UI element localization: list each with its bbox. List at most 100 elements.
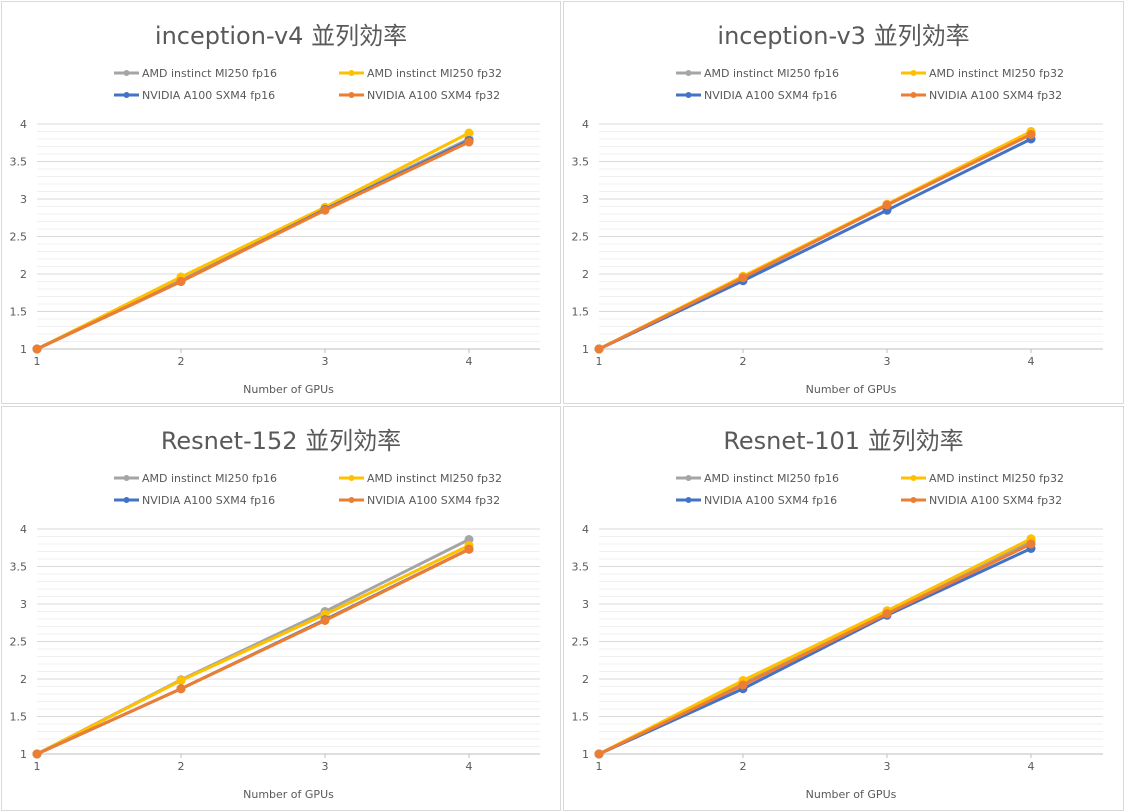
legend-item-nvidia-a100-sxm4-fp32: NVIDIA A100 SXM4 fp32 [901, 494, 1062, 507]
legend-item-amd-instinct-mi250-fp16: AMD instinct MI250 fp16 [114, 67, 277, 80]
legend-label: NVIDIA A100 SXM4 fp16 [142, 89, 275, 102]
y-tick-label: 2 [20, 673, 27, 686]
x-axis-label: Number of GPUs [243, 383, 334, 396]
y-tick-label: 4 [582, 523, 589, 536]
legend-label: NVIDIA A100 SXM4 fp32 [929, 494, 1062, 507]
x-tick-label: 1 [34, 355, 41, 368]
data-point [32, 749, 42, 759]
legend-item-amd-instinct-mi250-fp32: AMD instinct MI250 fp32 [339, 67, 502, 80]
legend-item-nvidia-a100-sxm4-fp32: NVIDIA A100 SXM4 fp32 [339, 89, 500, 102]
chart-title: inception-v3 並列効率 [717, 22, 969, 50]
data-point [464, 544, 474, 554]
y-tick-label: 2.5 [10, 231, 28, 244]
series-nvidia-a100-sxm4-fp32 [594, 130, 1036, 354]
data-point [1026, 130, 1036, 139]
y-tick-label: 2 [582, 673, 589, 686]
legend-label: NVIDIA A100 SXM4 fp16 [142, 494, 275, 507]
legend-swatch-marker [685, 70, 692, 76]
legend-label: NVIDIA A100 SXM4 fp16 [704, 494, 837, 507]
x-axis-label: Number of GPUs [243, 788, 334, 801]
legend-item-nvidia-a100-sxm4-fp32: NVIDIA A100 SXM4 fp32 [339, 494, 500, 507]
chart-title: inception-v4 並列効率 [155, 22, 407, 50]
legend-swatch-marker [123, 497, 130, 503]
y-tick-label: 2 [20, 268, 27, 281]
y-tick-label: 4 [20, 523, 27, 536]
legend-swatch-marker [123, 475, 130, 481]
legend-item-amd-instinct-mi250-fp32: AMD instinct MI250 fp32 [339, 472, 502, 485]
data-point [1026, 539, 1036, 549]
legend-item-amd-instinct-mi250-fp32: AMD instinct MI250 fp32 [901, 67, 1064, 80]
y-tick-label: 3 [20, 598, 27, 611]
data-point [882, 609, 892, 619]
series-nvidia-a100-sxm4-fp32 [32, 137, 474, 354]
legend-label: NVIDIA A100 SXM4 fp32 [367, 494, 500, 507]
x-tick-label: 2 [740, 760, 747, 773]
x-tick-label: 1 [596, 355, 603, 368]
data-point [594, 344, 604, 354]
series-line [36, 131, 470, 351]
chart-panel-resnet-152: Resnet-152 並列効率 AMD instinct MI250 fp16 AM… [1, 406, 561, 811]
y-tick-label: 2 [582, 268, 589, 281]
legend-label: AMD instinct MI250 fp16 [142, 472, 277, 485]
legend-item-nvidia-a100-sxm4-fp16: NVIDIA A100 SXM4 fp16 [676, 89, 837, 102]
x-tick-label: 2 [178, 355, 185, 368]
legend-label: AMD instinct MI250 fp16 [142, 67, 277, 80]
legend-swatch-marker [910, 92, 917, 98]
series-line [36, 544, 470, 756]
x-tick-label: 3 [884, 760, 891, 773]
y-tick-label: 2.5 [572, 231, 590, 244]
y-tick-label: 4 [20, 118, 27, 131]
series-line [598, 547, 1032, 756]
y-tick-label: 3.5 [572, 561, 590, 574]
legend-swatch-marker [685, 92, 692, 98]
chart-panel-resnet-101: Resnet-101 並列効率 AMD instinct MI250 fp16 AM… [563, 406, 1124, 811]
legend-item-amd-instinct-mi250-fp16: AMD instinct MI250 fp16 [676, 67, 839, 80]
legend-swatch-marker [348, 92, 355, 98]
legend-label: AMD instinct MI250 fp32 [929, 472, 1064, 485]
chart-panel-inception-v4: inception-v4 並列効率 AMD instinct MI250 fp16… [1, 1, 561, 404]
data-point [464, 137, 474, 147]
x-tick-label: 1 [596, 760, 603, 773]
y-tick-label: 1.5 [10, 711, 28, 724]
legend-item-nvidia-a100-sxm4-fp32: NVIDIA A100 SXM4 fp32 [901, 89, 1062, 102]
legend-swatch-marker [348, 475, 355, 481]
y-tick-label: 1.5 [572, 711, 590, 724]
series-line [36, 140, 470, 351]
chart-panel-inception-v3: inception-v3 並列効率 AMD instinct MI250 fp16… [563, 1, 1124, 404]
legend-label: AMD instinct MI250 fp32 [367, 472, 502, 485]
data-point [176, 684, 186, 694]
data-point [882, 200, 892, 210]
y-tick-label: 1 [582, 343, 589, 356]
legend-swatch-marker [910, 497, 917, 503]
data-point [464, 128, 474, 138]
line-chart: inception-v3 並列効率 AMD instinct MI250 fp16… [572, 22, 1103, 396]
series-nvidia-a100-sxm4-fp16 [594, 544, 1036, 759]
legend-label: AMD instinct MI250 fp32 [367, 67, 502, 80]
legend-label: AMD instinct MI250 fp16 [704, 67, 839, 80]
legend-swatch-marker [348, 70, 355, 76]
y-tick-label: 2.5 [572, 636, 590, 649]
x-tick-label: 1 [34, 760, 41, 773]
x-tick-label: 2 [740, 355, 747, 368]
gridlines [599, 123, 1103, 350]
line-chart: Resnet-101 並列効率 AMD instinct MI250 fp16 AM… [572, 427, 1103, 801]
gridlines [599, 528, 1103, 755]
data-point [176, 277, 186, 286]
chart-title: Resnet-101 並列効率 [723, 427, 963, 455]
y-tick-label: 1.5 [10, 306, 28, 319]
legend-label: NVIDIA A100 SXM4 fp32 [929, 89, 1062, 102]
x-tick-label: 3 [322, 355, 329, 368]
data-point [320, 616, 330, 625]
data-point [738, 680, 748, 690]
legend-item-amd-instinct-mi250-fp16: AMD instinct MI250 fp16 [114, 472, 277, 485]
y-tick-label: 3 [582, 598, 589, 611]
x-tick-label: 4 [466, 760, 473, 773]
chart-title: Resnet-152 並列効率 [161, 427, 401, 455]
legend-swatch-marker [685, 497, 692, 503]
data-point [738, 273, 748, 283]
legend-swatch-marker [910, 70, 917, 76]
data-point [176, 676, 186, 685]
legend-swatch-marker [123, 92, 130, 98]
y-tick-label: 3.5 [10, 561, 28, 574]
